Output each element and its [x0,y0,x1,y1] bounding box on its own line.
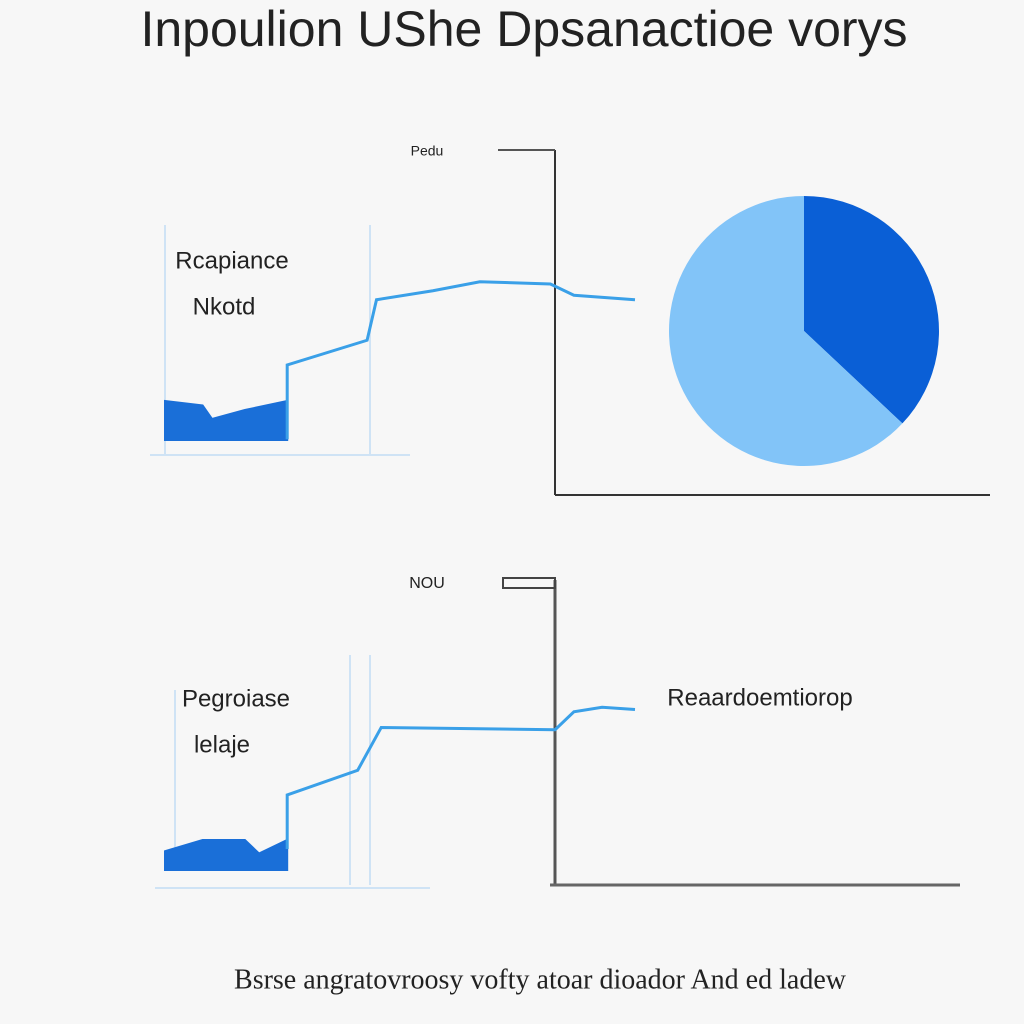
area [164,838,289,871]
line [285,280,636,440]
annotation: Pedu [411,143,444,159]
annotation: lelaje [194,731,250,758]
annotation: Rcapiance [175,247,288,274]
decor-grid [150,225,430,889]
pie-slice [804,196,939,424]
axis-tab [502,577,556,589]
pie-slice [668,196,903,466]
annotation: NOU [409,575,445,592]
page-title: Inpoulion UShe Dpsanactioe vorys [140,1,907,57]
annotation: Pegroiase [182,685,290,712]
annotation: Reaardoemtiorop [667,684,852,711]
annotation: Nkotd [193,293,256,320]
footer-text: Bsrse angratovroosy vofty atoar dioador … [234,964,847,995]
area [164,399,289,441]
line [285,705,636,849]
